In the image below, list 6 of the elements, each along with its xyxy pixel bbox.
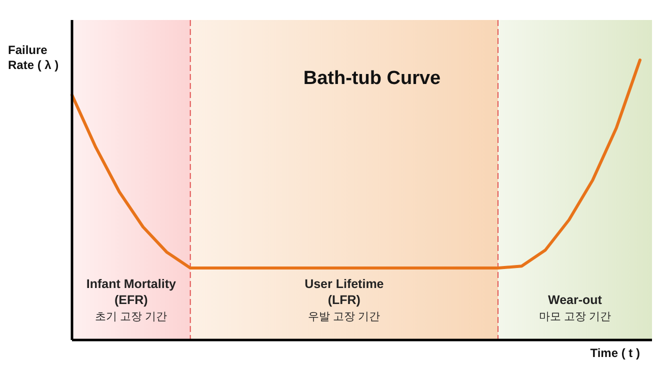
annotation: User Lifetime (LFR) 우발 고장 기간 <box>304 277 384 323</box>
x-axis-title: Time ( t ) <box>590 346 640 360</box>
annotation: Wear-out 마모 고장 기간 <box>538 293 612 323</box>
y-axis-title: Failure Rate ( λ ) <box>8 43 59 72</box>
annotation: Infant Mortality (EFR) 초기 고장 기간 <box>86 277 176 323</box>
chart-title: Bath-tub Curve <box>303 68 441 89</box>
